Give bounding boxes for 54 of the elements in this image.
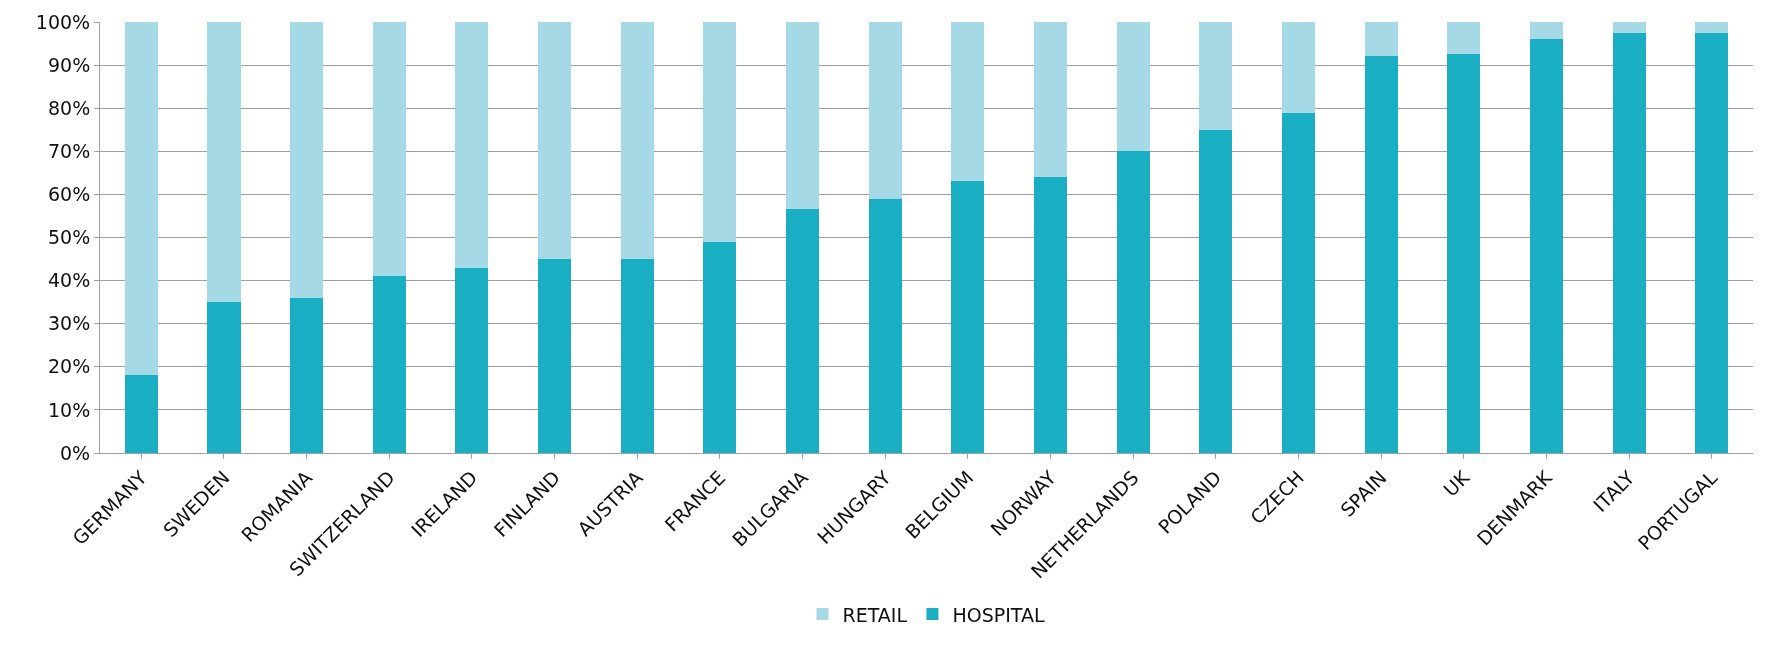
- bar: [455, 267, 489, 453]
- bar: [1364, 22, 1398, 57]
- bar: [703, 241, 737, 453]
- bar: [1199, 22, 1233, 130]
- bar: [290, 22, 324, 298]
- y-tick-label: 0%: [60, 441, 91, 464]
- bar: [538, 22, 572, 260]
- y-tick-label: 100%: [35, 10, 91, 33]
- legend-label: RETAIL: [842, 603, 908, 626]
- bar: [1116, 151, 1150, 453]
- y-tick-label: 10%: [47, 398, 91, 421]
- bar: [1116, 22, 1150, 152]
- bar: [1281, 22, 1315, 113]
- bar: [1281, 112, 1315, 453]
- y-tick-label: 80%: [47, 96, 91, 119]
- bar: [372, 276, 406, 453]
- bar: [1033, 22, 1068, 178]
- bar: [620, 22, 654, 260]
- y-tick-label: 90%: [47, 53, 91, 76]
- bar: [290, 297, 324, 453]
- bar: [1529, 22, 1563, 40]
- bar: [951, 22, 985, 182]
- bar: [786, 209, 820, 453]
- bar: [372, 22, 406, 277]
- bar: [703, 22, 737, 242]
- bar: [1612, 32, 1646, 453]
- y-tick-label: 50%: [47, 226, 91, 249]
- bar: [951, 181, 985, 453]
- bar: [1199, 129, 1233, 453]
- bar: [455, 22, 489, 268]
- bar: [868, 22, 902, 199]
- y-tick-label: 40%: [47, 269, 91, 292]
- bar: [538, 259, 572, 453]
- bar: [1033, 177, 1068, 453]
- bar: [1695, 22, 1729, 33]
- bar: [1447, 22, 1481, 55]
- bar: [124, 22, 158, 376]
- bar: [1529, 39, 1563, 453]
- bar: [124, 375, 158, 453]
- bar: [1612, 22, 1646, 33]
- bar: [868, 198, 902, 453]
- bar: [1695, 32, 1729, 453]
- y-tick-label: 30%: [47, 312, 91, 335]
- bar: [1364, 56, 1398, 453]
- legend-label: HOSPITAL: [952, 603, 1045, 626]
- bar: [207, 22, 241, 303]
- bar: [1447, 54, 1481, 453]
- bar: [207, 302, 241, 453]
- y-tick-label: 20%: [47, 355, 91, 378]
- bar: [786, 22, 820, 210]
- x-tick-label: UK: [1439, 465, 1474, 501]
- y-tick-label: 70%: [47, 139, 91, 162]
- y-tick-label: 60%: [47, 183, 91, 206]
- bar: [620, 259, 654, 453]
